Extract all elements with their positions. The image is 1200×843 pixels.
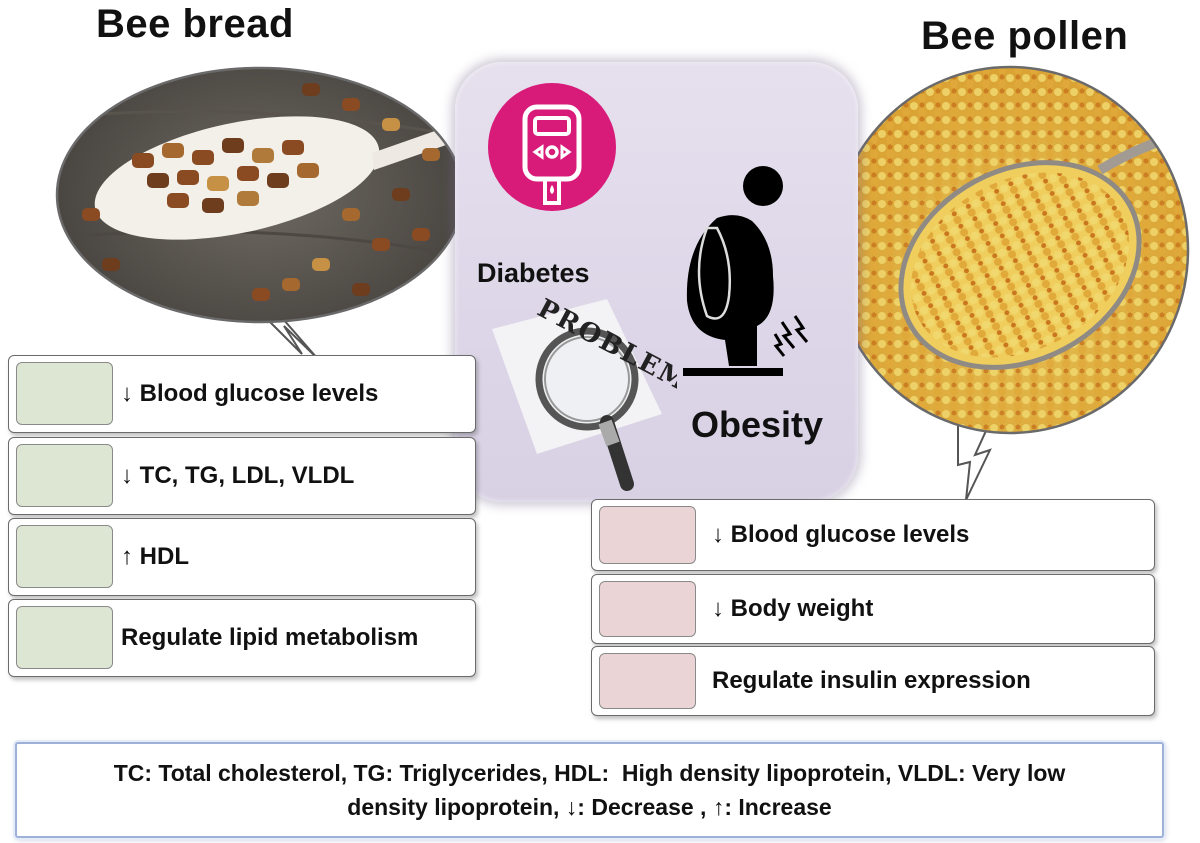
legend-line-2: density lipoprotein, ↓: Decrease , ↑: In… xyxy=(347,794,832,820)
problem-magnifier-icon: PROBLEM xyxy=(492,294,677,491)
glucometer-icon xyxy=(488,83,616,211)
bee-bread-effect-box: ↑ HDL xyxy=(8,518,476,596)
effect-swatch xyxy=(599,506,696,564)
effect-text: ↓ Blood glucose levels xyxy=(712,521,970,548)
bee-bread-effect-box: Regulate lipid metabolism xyxy=(8,599,476,677)
bee-bread-effect-box: ↓ TC, TG, LDL, VLDL xyxy=(8,437,476,515)
bee-pollen-title: Bee pollen xyxy=(921,14,1129,58)
diabetes-label: Diabetes xyxy=(477,258,590,288)
obesity-label: Obesity xyxy=(691,404,824,445)
bee-bread-title: Bee bread xyxy=(96,2,294,46)
effect-swatch xyxy=(16,525,113,588)
effect-swatch xyxy=(16,444,113,507)
effect-swatch xyxy=(599,581,696,637)
effect-swatch xyxy=(16,362,113,425)
effect-text: Regulate insulin expression xyxy=(712,667,1031,694)
effect-swatch xyxy=(599,653,696,709)
disease-panel: Diabetes PROBLEM Obesity xyxy=(455,62,858,502)
legend-line-1: TC: Total cholesterol, TG: Triglycerides… xyxy=(113,760,1066,786)
bee-pollen-image xyxy=(830,60,1200,505)
bee-pollen-effect-box: ↓ Blood glucose levels xyxy=(591,499,1155,571)
effect-text: Regulate lipid metabolism xyxy=(121,624,419,651)
effect-swatch xyxy=(16,606,113,669)
effect-text: ↑ HDL xyxy=(121,543,189,570)
obesity-person-icon xyxy=(683,166,809,376)
abbreviation-legend: TC: Total cholesterol, TG: Triglycerides… xyxy=(15,742,1164,838)
bee-pollen-effect-box: ↓ Body weight xyxy=(591,574,1155,644)
effect-text: ↓ Blood glucose levels xyxy=(121,380,379,407)
bee-bread-effect-box: ↓ Blood glucose levels xyxy=(8,355,476,433)
effect-text: ↓ Body weight xyxy=(712,595,874,622)
bee-bread-image xyxy=(52,58,472,358)
effect-text: ↓ TC, TG, LDL, VLDL xyxy=(121,462,355,489)
bee-pollen-effect-box: Regulate insulin expression xyxy=(591,646,1155,716)
